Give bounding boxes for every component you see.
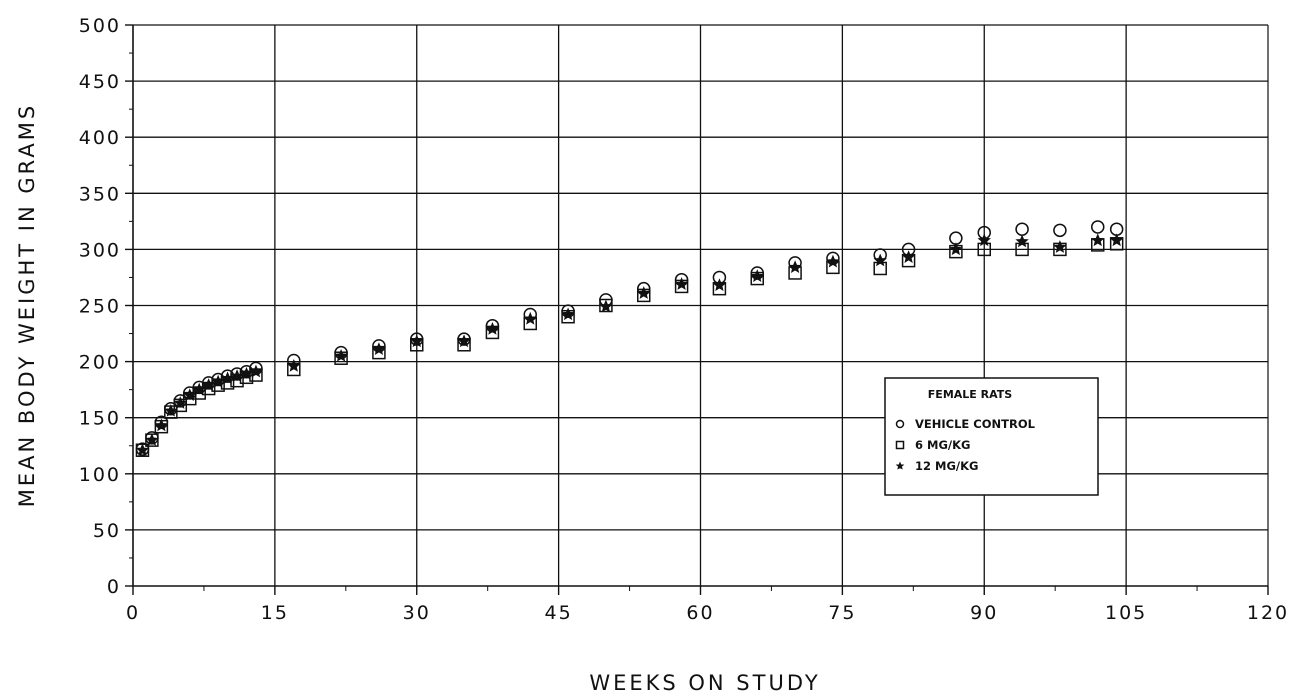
y-tick-label: 100 (79, 464, 121, 486)
y-tick-label: 400 (79, 127, 121, 149)
low-dose-point (873, 261, 887, 276)
high-dose-point (561, 307, 575, 321)
high-dose-point (1109, 233, 1124, 247)
control-point (1091, 220, 1105, 234)
y-tick-label: 500 (79, 15, 121, 37)
y-tick-label: 250 (79, 296, 121, 318)
x-tick-label: 0 (126, 602, 140, 624)
x-tick-label: 45 (545, 602, 573, 624)
high-dose-point (826, 254, 840, 268)
high-dose-point (164, 403, 178, 417)
legend-label: 6 MG/KG (915, 438, 970, 452)
high-dose-point (637, 286, 651, 299)
high-dose-point (1015, 234, 1029, 248)
high-dose-point (949, 242, 963, 256)
high-dose-point (135, 443, 150, 456)
control-point (1053, 223, 1067, 238)
x-tick-label: 75 (828, 602, 856, 624)
high-dose-point (712, 278, 727, 292)
legend-marker-circle (895, 419, 905, 429)
high-dose-point (372, 342, 386, 355)
high-dose-point (183, 388, 197, 401)
high-dose-point (201, 378, 216, 391)
high-dose-point (1053, 240, 1067, 253)
y-axis-title: MEAN BODY WEIGHT IN GRAMS (15, 103, 39, 507)
data-points (135, 220, 1124, 457)
x-tick-label: 90 (970, 602, 998, 624)
legend-label: VEHICLE CONTROL (915, 417, 1036, 431)
high-dose-point (788, 260, 802, 274)
y-tick-label: 50 (93, 520, 121, 542)
high-dose-point (154, 418, 169, 432)
high-dose-point (485, 322, 500, 335)
x-tick-label: 105 (1105, 602, 1147, 624)
high-dose-point (873, 253, 887, 267)
high-dose-point (599, 299, 613, 313)
x-axis-title: WEEKS ON STUDY (589, 671, 820, 695)
x-tick-label: 60 (686, 602, 714, 624)
x-tick-label: 30 (403, 602, 431, 624)
tick-labels: 0 50 100 150 200 250 300 350 400 450 500 0 15 30 45 60 7… (79, 15, 1289, 624)
y-tick-label: 300 (79, 239, 121, 261)
y-tick-label: 0 (107, 576, 121, 598)
axis-ticks (125, 24, 1269, 595)
high-dose-point (334, 348, 348, 362)
legend-entries: VEHICLE CONTROL 6 MG/KG 12 MG/KG (895, 417, 1036, 473)
high-dose-point (239, 366, 254, 380)
high-dose-point (287, 359, 301, 372)
high-dose-point (220, 371, 235, 385)
legend-marker-star (895, 461, 905, 470)
y-tick-label: 350 (79, 183, 121, 205)
legend-box (884, 377, 1099, 496)
high-dose-point (457, 334, 471, 348)
y-tick-label: 200 (79, 352, 121, 374)
x-tick-label: 15 (261, 602, 289, 624)
y-tick-label: 150 (79, 408, 121, 430)
gridlines (133, 24, 1268, 586)
legend: FEMALE RATS VEHICLE CONTROL 6 MG/KG 12 MG/… (884, 377, 1099, 496)
high-dose-point (192, 382, 206, 396)
high-dose-point (211, 374, 225, 388)
high-dose-point (750, 269, 764, 283)
high-dose-point (977, 233, 991, 247)
high-dose-point (901, 250, 916, 263)
high-dose-point (173, 396, 187, 409)
high-dose-point (230, 369, 244, 382)
high-dose-point (249, 364, 263, 378)
low-dose-point (599, 298, 613, 313)
legend-marker-square (895, 440, 905, 450)
y-tick-label: 450 (79, 71, 121, 93)
legend-label: 12 MG/KG (915, 459, 978, 473)
high-dose-point (145, 433, 159, 446)
high-dose-point (674, 277, 689, 290)
x-tick-label: 120 (1247, 602, 1289, 624)
high-dose-point (410, 334, 424, 348)
high-dose-point (523, 311, 537, 325)
control-point (1015, 222, 1029, 236)
legend-title: FEMALE RATS (928, 388, 1012, 401)
high-dose-point (1091, 233, 1105, 247)
